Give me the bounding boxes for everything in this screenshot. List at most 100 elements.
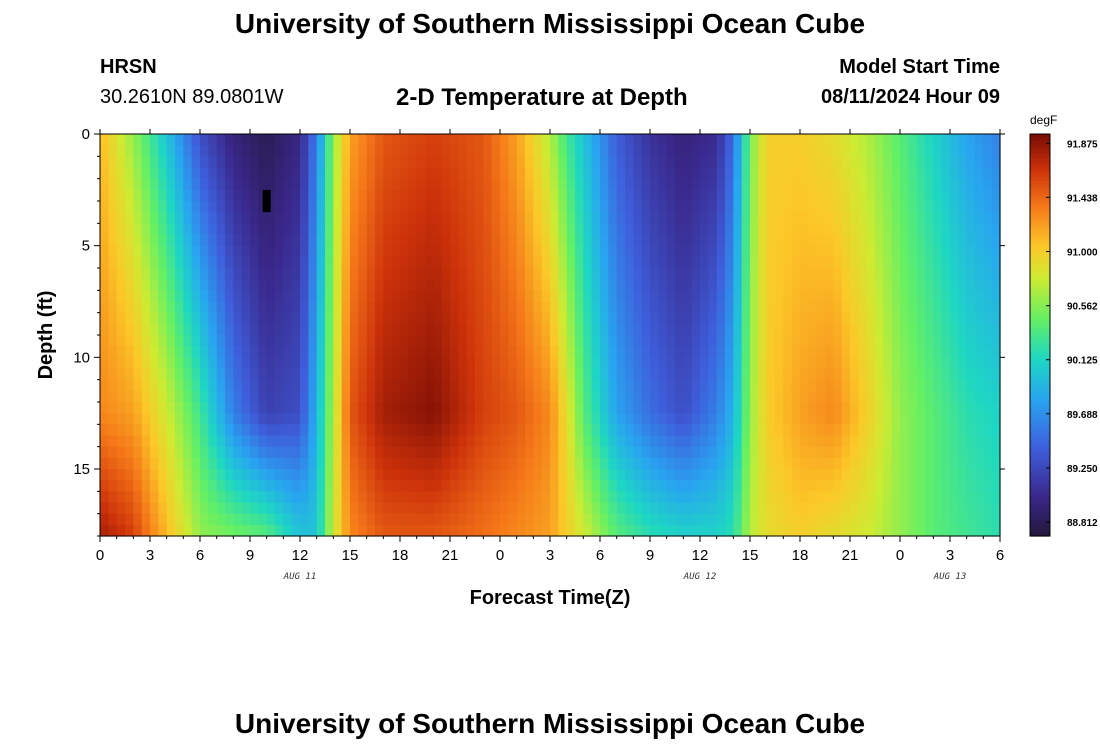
heatmap-cell (725, 156, 734, 169)
heatmap-cell (233, 469, 243, 481)
heatmap-cell (183, 279, 193, 291)
heatmap-cell (141, 156, 151, 169)
heatmap-cell (633, 245, 643, 258)
heatmap-cell (941, 201, 951, 213)
heatmap-cell (733, 212, 743, 224)
heatmap-cell (400, 134, 409, 146)
heatmap-cell (183, 156, 193, 169)
heatmap-cell (616, 189, 626, 202)
heatmap-cell (416, 234, 426, 247)
heatmap-cell (766, 189, 776, 202)
heatmap-cell (700, 201, 709, 213)
heatmap-cell (425, 134, 434, 146)
heatmap-cell (808, 212, 818, 224)
heatmap-cell (408, 167, 418, 180)
heatmap-cell (591, 491, 601, 504)
heatmap-cell (858, 357, 868, 370)
heatmap-cell (366, 290, 376, 303)
heatmap-cell (816, 513, 826, 526)
heatmap-cell (750, 301, 759, 314)
heatmap-cell (150, 223, 159, 236)
heatmap-cell (750, 368, 759, 381)
heatmap-cell (508, 480, 518, 492)
heatmap-cell (891, 368, 901, 381)
heatmap-cell (741, 268, 751, 280)
heatmap-cell (983, 480, 993, 492)
colorbar-segment (1030, 177, 1050, 182)
heatmap-cell (233, 290, 243, 303)
heatmap-cell (883, 178, 893, 191)
heatmap-cell (325, 256, 334, 269)
heatmap-cell (425, 524, 434, 537)
heatmap-cell (908, 223, 918, 236)
heatmap-cell (866, 223, 876, 236)
heatmap-cell (533, 268, 543, 280)
heatmap-cell (625, 457, 634, 470)
heatmap-cell (283, 279, 293, 291)
heatmap-cell (933, 189, 943, 202)
heatmap-cell (133, 234, 143, 247)
x-tick-label: 6 (996, 547, 1004, 564)
heatmap-cell (233, 279, 243, 291)
heatmap-cell (158, 245, 168, 258)
heatmap-cell (966, 134, 976, 146)
heatmap-cell (700, 513, 709, 526)
heatmap-cell (241, 234, 251, 247)
heatmap-cell (708, 223, 718, 236)
heatmap-cell (916, 189, 926, 202)
heatmap-cell (733, 189, 743, 202)
heatmap-cell (716, 335, 726, 347)
heatmap-cell (983, 435, 993, 448)
heatmap-cell (633, 502, 643, 515)
heatmap-cell (450, 256, 459, 269)
heatmap-cell (125, 323, 134, 336)
heatmap-cell (158, 323, 168, 336)
heatmap-cell (783, 469, 793, 481)
heatmap-cell (258, 424, 268, 437)
heatmap-cell (483, 491, 493, 504)
heatmap-cell (758, 290, 768, 303)
heatmap-cell (583, 502, 593, 515)
heatmap-cell (725, 335, 734, 347)
heatmap-cell (383, 290, 393, 303)
heatmap-cell (200, 189, 209, 202)
heatmap-cell (416, 134, 426, 146)
heatmap-cell (591, 390, 601, 403)
heatmap-cell (766, 390, 776, 403)
heatmap-cell (475, 234, 484, 247)
heatmap-cell (891, 268, 901, 280)
heatmap-cell (133, 290, 143, 303)
heatmap-cell (575, 457, 584, 470)
heatmap-cell (950, 402, 959, 414)
heatmap-cell (366, 390, 376, 403)
heatmap-cell (533, 335, 543, 347)
heatmap-cell (941, 335, 951, 347)
heatmap-cell (683, 491, 693, 504)
heatmap-cell (241, 379, 251, 392)
heatmap-cell (791, 446, 801, 459)
heatmap-cell (391, 469, 401, 481)
heatmap-cell (216, 178, 226, 191)
heatmap-cell (733, 279, 743, 291)
heatmap-cell (591, 379, 601, 392)
heatmap-cell (150, 156, 159, 169)
colorbar-segment (1030, 314, 1050, 319)
heatmap-cell (308, 346, 318, 358)
heatmap-cell (900, 156, 909, 169)
heatmap-cell (200, 357, 209, 370)
heatmap-cell (650, 368, 659, 381)
heatmap-cell (475, 134, 484, 146)
heatmap-cell (858, 513, 868, 526)
heatmap-cell (658, 178, 668, 191)
heatmap-cell (158, 446, 168, 459)
heatmap-cell (600, 256, 609, 269)
heatmap-cell (758, 167, 768, 180)
heatmap-cell (266, 346, 276, 358)
heatmap-cell (508, 413, 518, 425)
heatmap-cell (216, 256, 226, 269)
heatmap-cell (975, 435, 984, 448)
heatmap-cell (433, 491, 443, 504)
heatmap-cell (341, 524, 351, 537)
heatmap-cell (133, 301, 143, 314)
heatmap-cell (775, 435, 784, 448)
